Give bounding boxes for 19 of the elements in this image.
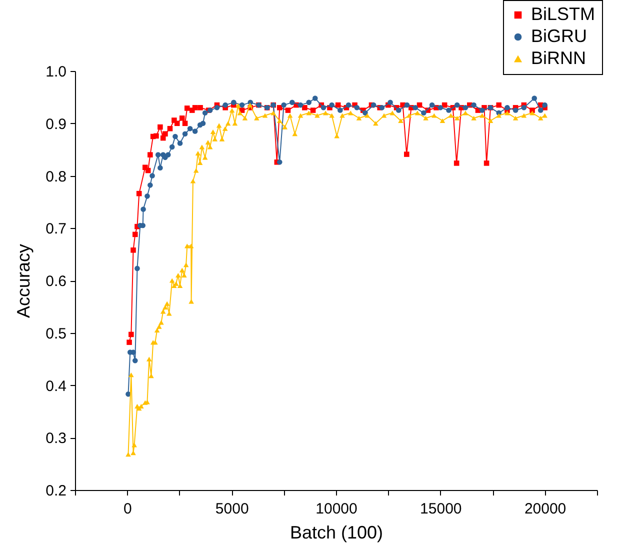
y-tick-label: 0.6 [46,273,66,290]
y-tick-label: 0.8 [46,168,66,186]
legend-label: BiGRU [531,26,588,46]
x-axis-title: Batch (100) [290,522,384,542]
legend-label: BiRNN [531,48,586,68]
y-tick-label: 0.9 [46,116,66,133]
y-tick-label: 0.7 [46,220,66,238]
x-tick-label: 20000 [524,500,566,518]
legend-label: BiLSTM [531,4,596,24]
x-tick-label: 10000 [316,500,358,518]
y-axis-title: Accuracy [14,244,34,318]
x-tick-label: 0 [124,500,132,518]
x-tick-label: 5000 [215,500,249,518]
y-tick-label: 0.5 [46,325,66,342]
y-tick-label: 0.4 [46,378,66,395]
x-tick-label: 15000 [420,500,462,518]
y-tick-label: 0.2 [46,482,66,500]
y-tick-label: 0.3 [46,430,66,448]
y-tick-label: 1.0 [46,64,66,80]
